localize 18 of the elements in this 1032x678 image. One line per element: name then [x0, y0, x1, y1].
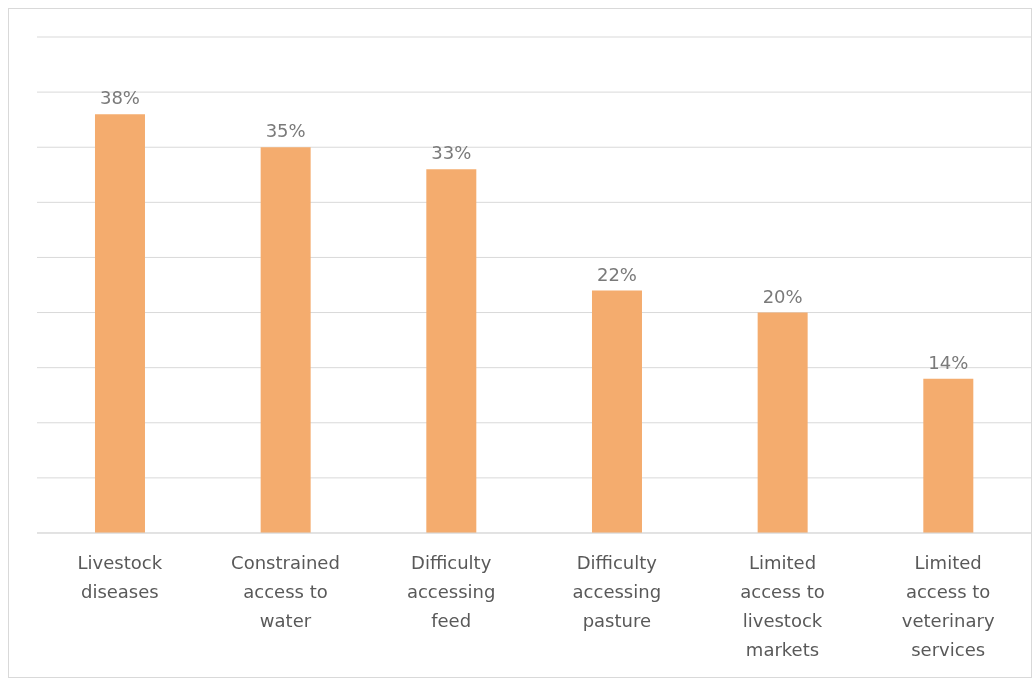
bar	[260, 147, 311, 533]
x-tick-label: Difficulty accessing pasture	[572, 552, 662, 631]
data-label: 38%	[99, 87, 140, 109]
x-tick-label: Constrained access to water	[231, 552, 340, 631]
bar	[591, 290, 642, 533]
data-label: 20%	[762, 285, 803, 307]
x-tick-label: Difficulty accessing feed	[406, 552, 496, 631]
bar	[426, 169, 477, 533]
x-tick-label: Livestock diseases	[77, 552, 163, 602]
bar	[923, 378, 974, 533]
x-tick-label: Limited access to veterinary services	[901, 552, 995, 660]
bar	[757, 312, 808, 533]
data-label: 22%	[596, 263, 637, 285]
bar	[94, 114, 145, 533]
data-label: 33%	[431, 142, 472, 164]
data-label: 14%	[928, 351, 969, 373]
data-label: 35%	[265, 120, 306, 142]
x-tick-label: Limited access to livestock markets	[740, 552, 825, 660]
